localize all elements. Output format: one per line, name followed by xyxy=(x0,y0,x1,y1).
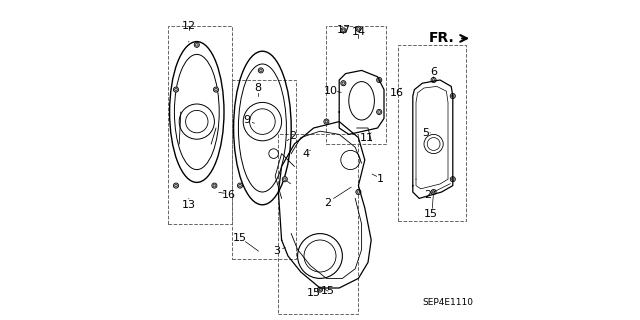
Text: FR.: FR. xyxy=(429,31,454,45)
Circle shape xyxy=(431,189,436,195)
Text: 16: 16 xyxy=(222,190,236,200)
Circle shape xyxy=(237,183,243,188)
Text: 14: 14 xyxy=(351,27,365,37)
Text: 2: 2 xyxy=(324,198,332,208)
Text: 15: 15 xyxy=(233,233,247,244)
Circle shape xyxy=(356,26,361,31)
Text: 1: 1 xyxy=(378,174,384,184)
Text: 5: 5 xyxy=(422,128,429,138)
Circle shape xyxy=(341,81,346,86)
Text: 4: 4 xyxy=(302,148,309,159)
Circle shape xyxy=(282,177,287,182)
Text: 6: 6 xyxy=(430,67,437,77)
Circle shape xyxy=(377,77,382,83)
Bar xyxy=(326,26,385,144)
Circle shape xyxy=(431,77,436,83)
Circle shape xyxy=(173,183,179,188)
Circle shape xyxy=(377,109,382,115)
Circle shape xyxy=(317,287,323,292)
Bar xyxy=(168,26,232,224)
Text: 15: 15 xyxy=(321,286,335,296)
Text: 11: 11 xyxy=(360,132,373,143)
Circle shape xyxy=(451,93,456,99)
Text: 12: 12 xyxy=(182,20,196,31)
Circle shape xyxy=(451,177,456,182)
Text: 17: 17 xyxy=(337,25,351,36)
Bar xyxy=(278,134,358,314)
Circle shape xyxy=(356,189,361,195)
Text: 2: 2 xyxy=(289,131,296,141)
Bar xyxy=(232,80,296,259)
Text: 15: 15 xyxy=(307,288,321,298)
Text: 9: 9 xyxy=(243,115,250,125)
Text: 2: 2 xyxy=(424,190,431,200)
Text: 8: 8 xyxy=(254,83,261,93)
Circle shape xyxy=(341,28,346,33)
Circle shape xyxy=(324,119,329,124)
Text: 15: 15 xyxy=(424,209,437,220)
Circle shape xyxy=(214,87,219,92)
Text: 16: 16 xyxy=(390,88,404,98)
Text: 13: 13 xyxy=(182,200,196,210)
Circle shape xyxy=(173,87,179,92)
Circle shape xyxy=(259,68,264,73)
Bar xyxy=(398,45,466,221)
Text: 3: 3 xyxy=(273,246,280,256)
Circle shape xyxy=(195,42,200,47)
Text: 10: 10 xyxy=(324,86,338,96)
Text: SEP4E1110: SEP4E1110 xyxy=(422,298,474,307)
Circle shape xyxy=(212,183,217,188)
